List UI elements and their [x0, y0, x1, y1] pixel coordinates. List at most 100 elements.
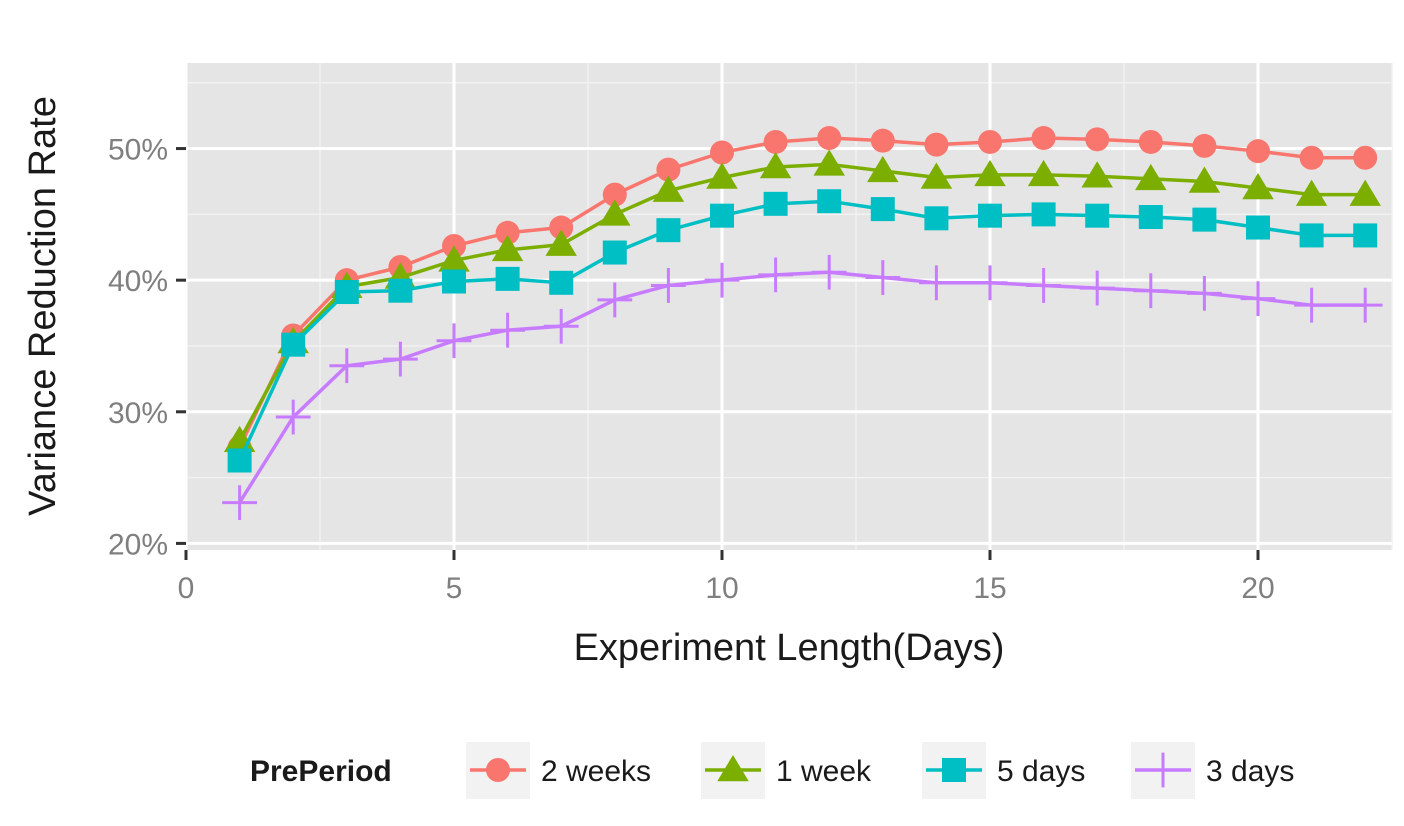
series-line: [238, 199, 1366, 462]
series-line: [238, 162, 1366, 442]
data-point: [545, 229, 577, 256]
data-point: [1240, 281, 1276, 317]
series: [222, 254, 1383, 521]
data-point: [920, 162, 953, 189]
data-point: [1085, 203, 1110, 228]
data-point: [490, 312, 525, 348]
series-layer: [222, 126, 1383, 521]
data-point: [919, 265, 954, 301]
series-line: [238, 270, 1366, 504]
data-point: [763, 129, 788, 154]
data-point: [1079, 270, 1115, 306]
data-point: [1138, 129, 1163, 154]
data-point: [1026, 268, 1061, 303]
data-point: [1031, 202, 1056, 227]
series-line: [238, 136, 1366, 449]
data-point: [1081, 161, 1113, 188]
data-point: [656, 157, 681, 182]
x-tick-label: 20: [1241, 572, 1274, 605]
data-point: [652, 175, 685, 202]
data-point: [281, 332, 306, 357]
data-point: [602, 182, 627, 207]
data-point: [275, 399, 311, 435]
x-tick-label: 5: [446, 572, 463, 605]
data-point: [436, 323, 472, 359]
data-point: [870, 197, 895, 222]
legend-label: 3 days: [1206, 755, 1294, 788]
data-point: [1031, 126, 1056, 151]
data-point: [1353, 145, 1378, 170]
data-point: [1145, 752, 1181, 788]
data-point: [704, 262, 740, 298]
data-point: [1027, 159, 1060, 187]
data-point: [491, 234, 524, 262]
data-point: [1133, 273, 1169, 309]
data-point: [1353, 223, 1378, 248]
data-point: [597, 282, 633, 318]
x-tick-label: 10: [705, 572, 738, 605]
minor-gridlines: [186, 63, 1393, 550]
data-point: [817, 126, 842, 151]
data-point: [549, 270, 574, 295]
data-point: [334, 280, 359, 305]
data-point: [329, 348, 365, 384]
legend-label: 1 week: [776, 755, 872, 788]
data-point: [442, 269, 466, 294]
data-point: [1294, 287, 1329, 323]
data-point: [978, 203, 1002, 228]
data-point: [974, 159, 1006, 187]
data-point: [1347, 287, 1383, 323]
data-point: [867, 155, 899, 183]
y-axis-title: Variance Reduction Rate: [22, 96, 64, 516]
legend-item: 3 days: [1131, 742, 1294, 799]
data-point: [602, 240, 627, 265]
data-point: [1135, 163, 1167, 191]
data-point: [865, 260, 901, 295]
legend-item: 2 weeks: [466, 742, 651, 799]
data-point: [717, 755, 749, 782]
x-axis-title: Experiment Length(Days): [574, 627, 1005, 669]
data-point: [758, 257, 793, 293]
data-point: [1085, 127, 1110, 152]
data-point: [227, 448, 252, 473]
y-tick-label: 40%: [108, 265, 168, 298]
legend: PrePeriod 2 weeks 1 week 5 days 3 days: [250, 742, 1294, 799]
x-tick-label: 15: [973, 572, 1006, 605]
legend-label: 2 weeks: [541, 755, 651, 788]
data-point: [222, 485, 257, 521]
y-tick-label: 50%: [108, 134, 168, 167]
data-point: [924, 206, 949, 231]
data-point: [710, 140, 734, 165]
data-point: [924, 132, 949, 157]
data-point: [495, 266, 520, 291]
data-point: [599, 199, 631, 226]
data-point: [763, 191, 788, 216]
data-point: [543, 308, 579, 344]
legend-item: 5 days: [922, 742, 1085, 799]
data-point: [1246, 139, 1270, 164]
data-point: [972, 265, 1008, 301]
data-point: [870, 128, 895, 153]
data-point: [1299, 145, 1324, 170]
x-tick-label: 0: [178, 572, 195, 605]
data-point: [486, 758, 510, 782]
data-point: [383, 341, 418, 377]
data-point: [1192, 207, 1217, 232]
data-point: [1349, 179, 1381, 206]
data-point: [813, 149, 845, 176]
legend-title: PrePeriod: [250, 755, 392, 788]
data-point: [1246, 215, 1270, 240]
data-point: [978, 129, 1002, 154]
data-point: [388, 278, 413, 303]
data-point: [942, 758, 966, 782]
data-point: [438, 245, 470, 272]
data-point: [706, 162, 738, 189]
data-point: [1295, 179, 1328, 206]
legend-label: 5 days: [997, 755, 1085, 788]
data-point: [1242, 173, 1274, 200]
data-point: [1188, 166, 1221, 193]
data-point: [710, 203, 734, 228]
data-point: [811, 254, 847, 290]
data-point: [1299, 223, 1324, 248]
